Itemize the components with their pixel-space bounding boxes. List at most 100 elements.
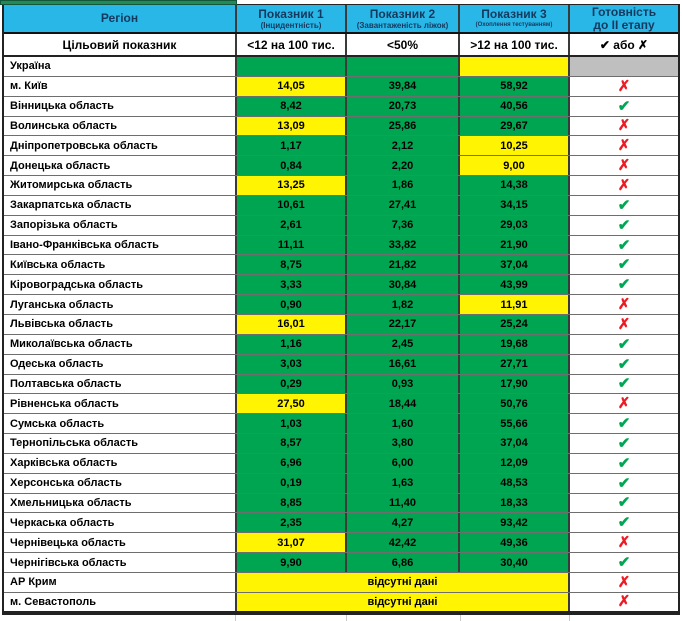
header-indicator-3-sublabel: (Охоплення тестуванням) — [475, 21, 553, 28]
indicator-value-cell: 40,56 — [460, 96, 570, 116]
region-name: Закарпатська область — [4, 195, 237, 215]
header-indicator-2-label: Показник 2 — [369, 6, 436, 21]
indicator-value-cell: 34,15 — [460, 195, 570, 215]
readiness-cell: ✔ — [570, 335, 678, 354]
region-name: Черкаська область — [4, 513, 237, 533]
readiness-cell: ✔ — [570, 196, 678, 215]
readiness-cell: ✗ — [570, 77, 678, 96]
region-name: Полтавська область — [4, 374, 237, 394]
indicator-value-cell: 14,38 — [460, 176, 570, 195]
header-indicator-3-label: Показник 3 — [481, 6, 547, 21]
table-row: Запорізька область 2,61 7,36 29,03 ✔ — [4, 215, 678, 236]
table-row: Миколаївська область 1,16 2,45 19,68 ✔ — [4, 334, 678, 355]
header-indicator-3: Показник 3 (Охоплення тестуванням) — [460, 5, 570, 32]
region-name: Україна — [4, 57, 237, 76]
region-name: Київська область — [4, 255, 237, 275]
table-row: Черкаська область 2,35 4,27 93,42 ✔ — [4, 513, 678, 534]
table-body: Україна м. Київ 14,05 39,84 58,92 ✗ Вінницька … — [4, 57, 678, 613]
table-row: Вінницька область 8,42 20,73 40,56 ✔ — [4, 96, 678, 117]
ready-check-icon: ✔ — [617, 335, 631, 353]
header-indicator-1-sublabel: (Інцидентність) — [260, 20, 322, 30]
ready-check-icon: ✔ — [617, 514, 631, 532]
indicators-table: Регіон Показник 1 (Інцидентність) Показн… — [2, 4, 680, 615]
readiness-cell: ✗ — [570, 315, 678, 334]
indicator-value-cell: 9,90 — [237, 553, 347, 572]
readiness-cell: ✗ — [570, 117, 678, 136]
ready-check-icon: ✔ — [617, 256, 631, 274]
readiness-cell: ✔ — [570, 494, 678, 513]
table-row: Закарпатська область 10,61 27,41 34,15 ✔ — [4, 195, 678, 216]
target-indicator-3: >12 на 100 тис. — [460, 34, 570, 55]
table-row: Рівненська область 27,50 18,44 50,76 ✗ — [4, 394, 678, 415]
ready-check-icon: ✔ — [617, 434, 631, 452]
indicator-value-cell: 3,33 — [237, 275, 347, 295]
indicator-value-cell: 1,16 — [237, 334, 347, 354]
readiness-cell: ✔ — [570, 474, 678, 493]
ready-cross-icon: ✗ — [617, 534, 631, 552]
readiness-cell: ✔ — [570, 216, 678, 235]
indicator-value-cell: 33,82 — [347, 235, 460, 255]
readiness-cell: ✗ — [570, 573, 678, 592]
indicator-value-cell: 1,60 — [347, 414, 460, 434]
indicator-value-cell: 8,42 — [237, 96, 347, 116]
indicator-value-cell — [237, 57, 347, 76]
indicator-value-cell: 0,93 — [347, 374, 460, 394]
readiness-cell: ✗ — [570, 593, 678, 611]
readiness-cell: ✗ — [570, 136, 678, 155]
ready-cross-icon: ✗ — [617, 176, 631, 194]
table-row: м. Київ 14,05 39,84 58,92 ✗ — [4, 76, 678, 97]
table-row: Дніпропетровська область 1,17 2,12 10,25 ✗ — [4, 136, 678, 157]
header-readiness-sublabel: до ІІ етапу — [593, 17, 655, 32]
indicator-value-cell: 16,01 — [237, 314, 347, 334]
ready-check-icon: ✔ — [617, 276, 631, 294]
no-data-cell: відсутні дані — [237, 572, 570, 592]
indicator-value-cell: 29,03 — [460, 215, 570, 235]
indicator-value-cell: 48,53 — [460, 473, 570, 493]
indicator-value-cell: 0,29 — [237, 374, 347, 394]
indicator-value-cell: 21,90 — [460, 235, 570, 255]
indicator-value-cell: 2,45 — [347, 334, 460, 354]
readiness-cell — [570, 57, 678, 76]
indicator-value-cell: 0,84 — [237, 156, 347, 176]
region-name: Одеська область — [4, 354, 237, 374]
table-row: Хмельницька область 8,85 11,40 18,33 ✔ — [4, 493, 678, 514]
indicator-value-cell: 30,84 — [347, 275, 460, 295]
region-name: Донецька область — [4, 156, 237, 176]
readiness-cell: ✗ — [570, 176, 678, 195]
indicator-value-cell: 22,17 — [347, 314, 460, 334]
target-values-row: Цільовий показник <12 на 100 тис. <50% >… — [4, 34, 678, 57]
indicator-value-cell: 6,96 — [237, 453, 347, 473]
table-row: Одеська область 3,03 16,61 27,71 ✔ — [4, 354, 678, 375]
table-row: Кіровоградська область 3,33 30,84 43,99 ✔ — [4, 275, 678, 296]
ready-cross-icon: ✗ — [617, 573, 631, 591]
indicator-value-cell: 10,61 — [237, 195, 347, 215]
indicator-value-cell: 21,82 — [347, 255, 460, 275]
target-indicator-1: <12 на 100 тис. — [237, 34, 347, 55]
readiness-cell: ✔ — [570, 434, 678, 453]
indicator-value-cell: 6,86 — [347, 553, 460, 572]
table-row: Харківська область 6,96 6,00 12,09 ✔ — [4, 453, 678, 474]
indicator-value-cell: 1,82 — [347, 295, 460, 314]
indicator-value-cell: 11,91 — [460, 295, 570, 314]
region-name: Івано-Франківська область — [4, 235, 237, 255]
indicator-value-cell: 30,40 — [460, 553, 570, 572]
ready-check-icon: ✔ — [617, 474, 631, 492]
indicator-value-cell: 9,00 — [460, 156, 570, 176]
region-name: Рівненська область — [4, 394, 237, 414]
indicator-value-cell: 43,99 — [460, 275, 570, 295]
indicator-value-cell: 27,41 — [347, 195, 460, 215]
header-readiness: Готовність до ІІ етапу — [570, 5, 678, 32]
indicator-value-cell: 16,61 — [347, 354, 460, 374]
ready-cross-icon: ✗ — [617, 117, 631, 135]
region-name: Тернопільська область — [4, 434, 237, 453]
readiness-cell: ✔ — [570, 236, 678, 255]
ready-check-icon: ✔ — [617, 415, 631, 433]
readiness-cell: ✔ — [570, 355, 678, 374]
indicator-value-cell: 12,09 — [460, 453, 570, 473]
table-row: Донецька область 0,84 2,20 9,00 ✗ — [4, 156, 678, 177]
indicator-value-cell: 1,86 — [347, 176, 460, 195]
indicator-value-cell: 2,12 — [347, 136, 460, 156]
table-row: Львівська область 16,01 22,17 25,24 ✗ — [4, 314, 678, 335]
ready-check-icon: ✔ — [617, 236, 631, 254]
indicator-value-cell: 7,36 — [347, 215, 460, 235]
